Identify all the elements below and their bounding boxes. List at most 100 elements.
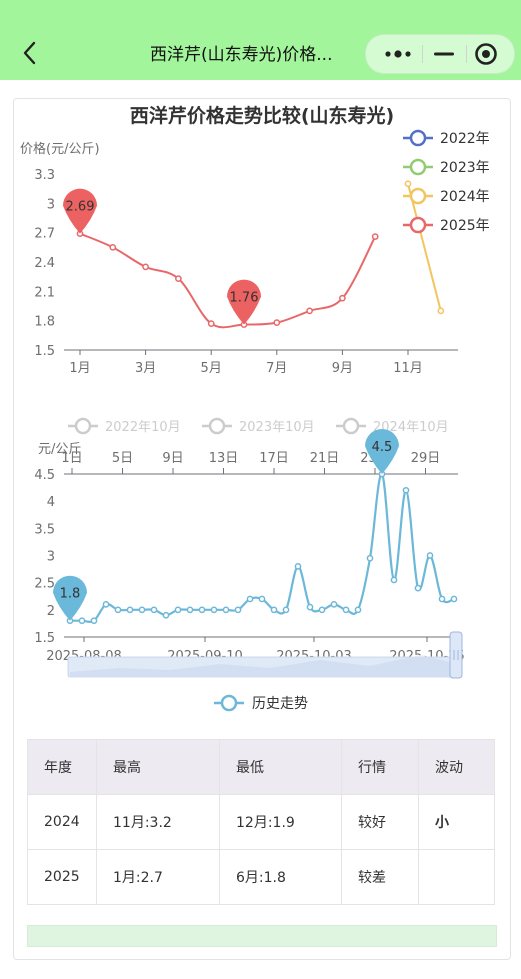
- cell-volatility: [418, 849, 495, 905]
- cell-year: 2025: [27, 849, 97, 905]
- top-x-tick-label: 9日: [162, 451, 183, 466]
- value-markers: 1.8 4.5: [53, 429, 399, 621]
- data-point: [270, 606, 278, 614]
- data-point: [210, 606, 218, 614]
- data-point: [437, 307, 445, 315]
- data-point: [318, 606, 326, 614]
- series-line: [407, 183, 442, 312]
- data-point: [175, 275, 182, 282]
- top-x-tick-label: 5日: [112, 451, 133, 466]
- target-circle-icon: [475, 43, 497, 65]
- legend-item[interactable]: 2023年: [403, 158, 490, 176]
- data-point: [90, 617, 98, 625]
- data-point: [273, 319, 281, 326]
- cell-year: 2024: [27, 794, 97, 850]
- data-point: [366, 554, 374, 562]
- data-point: [109, 243, 117, 251]
- data-point: [306, 603, 314, 611]
- table-row: 2025 1月:2.7 6月:1.8 较差: [27, 849, 495, 905]
- month-legend[interactable]: 2022年10月 2023年10月 2024年10月: [68, 417, 449, 435]
- legend-item[interactable]: 2023年10月: [202, 417, 315, 435]
- header-min: 最低: [219, 739, 342, 795]
- header-trend: 行情: [341, 739, 419, 795]
- y-tick-label: 3: [47, 197, 55, 212]
- data-point: [126, 606, 134, 614]
- header-max: 最高: [96, 739, 220, 795]
- pin-shape: [227, 279, 261, 325]
- y-axis-ticks: 4.5 4 3.5 3 2.5 2 1.5: [34, 468, 55, 646]
- top-x-tick-label: 29日: [411, 451, 441, 466]
- data-point: [222, 606, 230, 614]
- y-axis-label: 元/公斤: [38, 442, 81, 457]
- title-bar: 西洋芹(山东寿光)价格...: [0, 0, 521, 80]
- y-tick-label: 3: [47, 550, 55, 565]
- chart-legend[interactable]: 历史走势: [214, 694, 308, 712]
- y-tick-label: 4: [47, 495, 55, 510]
- page-title: 西洋芹(山东寿光)价格...: [150, 45, 333, 65]
- close-button[interactable]: [471, 41, 501, 67]
- data-point: [404, 180, 412, 188]
- data-point: [342, 606, 350, 614]
- legend-item[interactable]: 2022年: [403, 129, 490, 147]
- legend-marker: [220, 694, 238, 712]
- data-point: [294, 563, 302, 570]
- legend-marker: [342, 417, 360, 435]
- series-line: [79, 232, 377, 329]
- data-point: [330, 601, 338, 608]
- more-button[interactable]: [378, 45, 418, 63]
- back-button[interactable]: [18, 38, 42, 68]
- pin-label: 4.5: [372, 440, 393, 455]
- x-tick-label: 7月: [266, 361, 287, 376]
- y-axis-ticks: 3.3 3 2.7 2.4 2.1 1.8 1.5: [34, 168, 55, 359]
- cell-trend: 较好: [341, 794, 419, 850]
- legend-marker: [409, 187, 427, 205]
- zoom-selection[interactable]: [68, 657, 460, 677]
- legend-marker: [74, 417, 92, 435]
- value-pin: 4.5: [365, 429, 399, 474]
- data-point: [450, 595, 458, 603]
- legend-label: 2024年: [440, 189, 490, 205]
- series-lines: [76, 180, 445, 329]
- y-tick-label: 3.5: [34, 522, 55, 537]
- more-dots-icon: [385, 50, 411, 58]
- data-point: [198, 606, 206, 614]
- x-tick-label: 1月: [69, 361, 90, 376]
- data-point: [402, 486, 410, 494]
- y-tick-label: 1.5: [34, 631, 55, 646]
- data-point: [142, 263, 149, 271]
- mini-program-capsule: [365, 34, 515, 74]
- pin-shape: [63, 188, 97, 234]
- x-tick-label: 3月: [135, 361, 156, 376]
- table-header-row: 年度 最高 最低 行情 波动: [27, 739, 495, 795]
- bottom-panel: [27, 925, 497, 947]
- y-tick-label: 1.8: [34, 315, 55, 330]
- data-point: [207, 320, 215, 327]
- chart-legend[interactable]: 2022年 2023年 2024年 2025年: [403, 129, 490, 234]
- data-point: [258, 595, 266, 603]
- legend-label: 历史走势: [252, 696, 308, 712]
- legend-item[interactable]: 2022年10月: [68, 417, 181, 435]
- legend-item[interactable]: 2024年: [403, 187, 490, 205]
- y-tick-label: 1.5: [34, 344, 55, 359]
- cell-min: 12月:1.9: [219, 794, 342, 850]
- daily-history-chart: 2022年10月 2023年10月 2024年10月 元/公斤 1日 5日 9日 13日 1…: [34, 417, 465, 712]
- yearly-price-chart: 西洋芹价格走势比较(山东寿光) 价格(元/公斤) 3.3 3 2.7 2.4 2.1 1.…: [20, 104, 490, 376]
- legend-item[interactable]: 2025年: [403, 216, 490, 234]
- minimize-button[interactable]: [426, 45, 462, 63]
- cell-max: 1月:2.7: [96, 849, 220, 905]
- data-point: [234, 606, 242, 614]
- legend-item[interactable]: 2024年10月: [336, 417, 449, 435]
- data-point: [282, 606, 290, 614]
- data-zoom-slider[interactable]: [67, 631, 463, 679]
- x-axis-ticks: 1月 3月 5月 7月 9月 11月: [69, 350, 423, 376]
- y-tick-label: 2.1: [34, 285, 55, 300]
- legend-item[interactable]: 历史走势: [214, 694, 308, 712]
- data-point: [438, 595, 446, 603]
- zoom-handle-right[interactable]: [449, 631, 463, 679]
- cell-min: 6月:1.8: [219, 849, 342, 905]
- y-tick-label: 2: [47, 604, 55, 619]
- y-tick-label: 2.5: [34, 577, 55, 592]
- history-series: [66, 470, 458, 625]
- pin-shape: [365, 429, 399, 474]
